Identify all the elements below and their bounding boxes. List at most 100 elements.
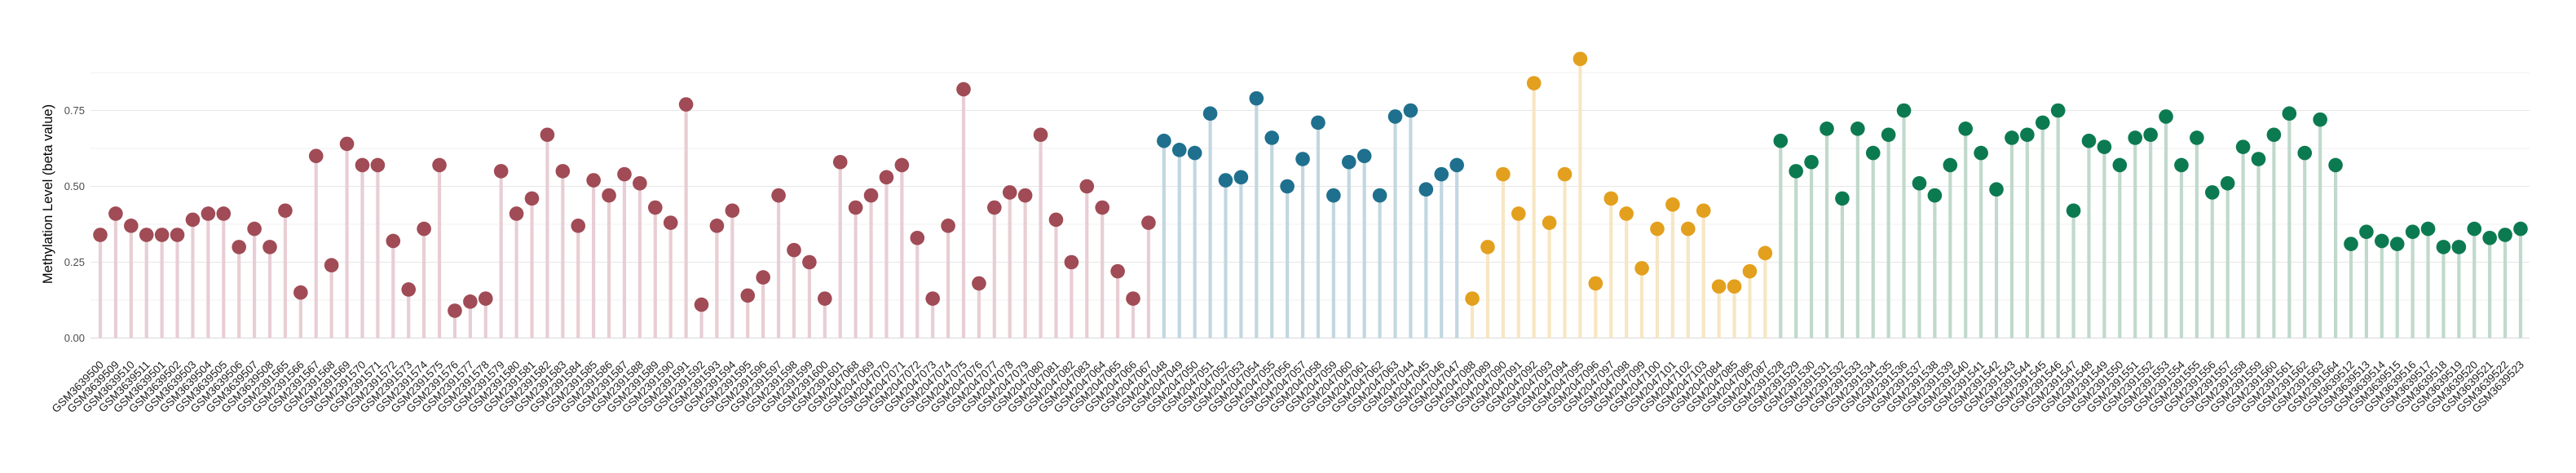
lollipop-point	[1850, 122, 1865, 136]
lollipop-point	[1033, 127, 1048, 143]
lollipop-point	[1218, 173, 1233, 188]
lollipop-point	[108, 206, 123, 221]
lollipop-point	[2174, 157, 2189, 173]
lollipop-point	[2328, 157, 2343, 173]
lollipop-point	[2066, 203, 2081, 219]
lollipop-point	[1387, 109, 1403, 124]
lollipop-point	[1804, 154, 1819, 170]
lollipop-point	[1341, 154, 1356, 170]
lollipop-point	[694, 297, 709, 312]
lollipop-point	[2005, 130, 2019, 145]
lollipop-point	[1820, 122, 1834, 136]
lollipop-point	[2190, 130, 2204, 145]
lollipop-point	[2344, 236, 2358, 251]
lollipop-point	[1110, 263, 1125, 279]
lollipop-point	[2112, 157, 2128, 173]
y-tick-label: 0.50	[64, 180, 85, 192]
lollipop-point	[1727, 279, 1742, 294]
lollipop-point	[2420, 221, 2436, 236]
lollipop-point	[1927, 188, 1943, 203]
lollipop-point	[2128, 130, 2143, 145]
lollipop-point	[2251, 152, 2266, 166]
lollipop-point	[1079, 179, 1095, 194]
lollipop-point	[740, 288, 756, 303]
lollipop-point	[1311, 115, 1325, 130]
lollipop-point	[2313, 112, 2327, 127]
lollipop-point	[1989, 182, 2004, 197]
lollipop-point	[262, 240, 277, 254]
lollipop-point	[1696, 203, 1711, 219]
lollipop-point	[232, 240, 246, 254]
lollipop-point	[602, 188, 616, 203]
lollipop-point	[293, 285, 308, 300]
lollipop-point	[463, 294, 478, 309]
y-axis-title: Methylation Level (beta value)	[41, 104, 55, 284]
lollipop-point	[1835, 191, 1850, 206]
lollipop-point	[987, 200, 1002, 215]
lollipop-point	[1434, 166, 1449, 182]
lollipop-point	[1449, 157, 1464, 173]
lollipop-point	[1711, 279, 1727, 294]
lollipop-point	[802, 254, 817, 270]
lollipop-point	[386, 233, 401, 249]
lollipop-point	[848, 200, 863, 215]
lollipop-point	[2097, 139, 2112, 154]
lollipop-point	[139, 228, 154, 242]
lollipop-point	[1017, 188, 1033, 203]
lollipop-point	[725, 203, 740, 219]
lollipop-point	[1403, 103, 1418, 118]
lollipop-point	[185, 212, 201, 228]
lollipop-point	[2282, 106, 2297, 122]
lollipop-point	[832, 154, 848, 170]
lollipop-point	[1557, 166, 1573, 182]
lollipop-point	[2405, 224, 2420, 240]
lollipop-point	[540, 127, 555, 143]
lollipop-point	[1634, 261, 1649, 276]
lollipop-point	[1496, 166, 1511, 182]
y-tick-label: 0.75	[64, 104, 85, 117]
lollipop-point	[308, 148, 324, 164]
lollipop-point	[2050, 103, 2066, 118]
lollipop-point	[2159, 109, 2173, 124]
lollipop-point	[1773, 133, 1789, 148]
lollipop-point	[154, 228, 170, 242]
y-axis-labels-layer: 0.00 0.25 0.50 0.75	[64, 104, 85, 344]
lollipop-point	[478, 291, 493, 306]
lollipop-point	[633, 175, 647, 191]
lollipop-point	[1603, 191, 1619, 206]
lollipop-point	[1511, 206, 1526, 221]
lollipop-point	[1356, 148, 1372, 164]
lollipop-point	[1095, 200, 1110, 215]
lollipop-point	[170, 228, 185, 242]
lollipop-point	[2513, 221, 2528, 236]
lollipop-point	[2204, 185, 2220, 200]
lollipop-point	[1157, 133, 1171, 148]
lollipop-point	[1326, 188, 1341, 203]
y-tick-label: 0.00	[64, 332, 85, 344]
lollipop-point	[1573, 51, 1588, 67]
lollipop-point	[1064, 254, 1079, 270]
lollipop-point	[1665, 197, 1680, 212]
lollipop-point	[2020, 127, 2035, 143]
lollipop-point	[2498, 228, 2512, 242]
lollipop-point	[709, 219, 725, 233]
lollipop-point	[1742, 263, 1758, 279]
lollipop-point	[956, 82, 971, 97]
lollipop-point	[1249, 91, 1264, 106]
lollipop-point	[2266, 127, 2282, 143]
lollipop-point	[278, 203, 293, 219]
lollipop-point	[787, 242, 801, 258]
y-tick-label: 0.25	[64, 256, 85, 268]
lollipop-point	[1295, 152, 1310, 166]
lollipop-point	[370, 157, 386, 173]
lollipop-point	[2081, 133, 2097, 148]
lollipop-point	[355, 157, 370, 173]
lollipop-point	[1233, 170, 1249, 185]
lollipop-point	[894, 157, 910, 173]
lollipop-point	[2467, 221, 2482, 236]
lollipop-point	[1465, 291, 1480, 306]
lollipop-point	[448, 303, 462, 318]
lollipop-point	[417, 221, 431, 236]
lollipop-point	[863, 188, 879, 203]
